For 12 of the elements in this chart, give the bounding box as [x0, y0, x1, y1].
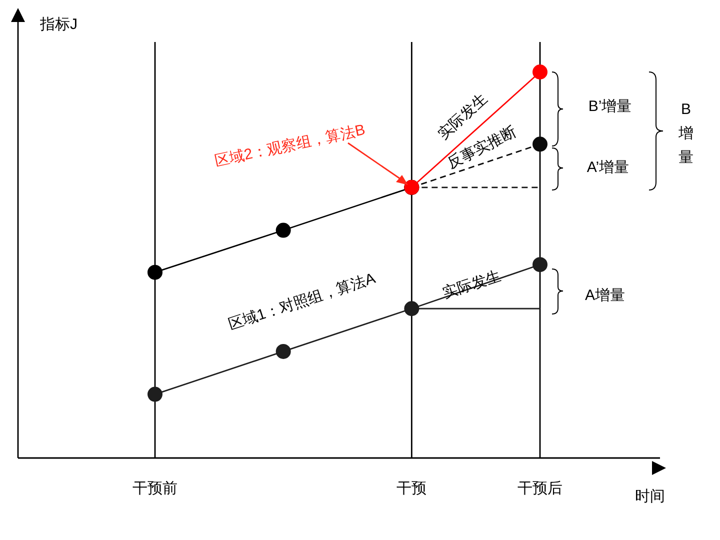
x-axis-title: 时间 — [635, 488, 665, 506]
x-tick-label: 干预 — [396, 480, 427, 498]
text: B增量 — [678, 101, 694, 166]
annotation: B’增量 — [588, 98, 632, 116]
annotation: 区域1：对照组，算法A — [226, 270, 378, 334]
annotation: A增量 — [584, 287, 626, 304]
x-tick-label: 干预前 — [132, 480, 178, 498]
y-axis-title: 指标J — [39, 16, 78, 34]
annotation: 实际发生 — [440, 267, 504, 302]
x-tick-label: 干预后 — [518, 480, 562, 498]
annotation: 区域2：观察组，算法B — [213, 121, 367, 170]
annotation: A’增量 — [586, 159, 630, 176]
